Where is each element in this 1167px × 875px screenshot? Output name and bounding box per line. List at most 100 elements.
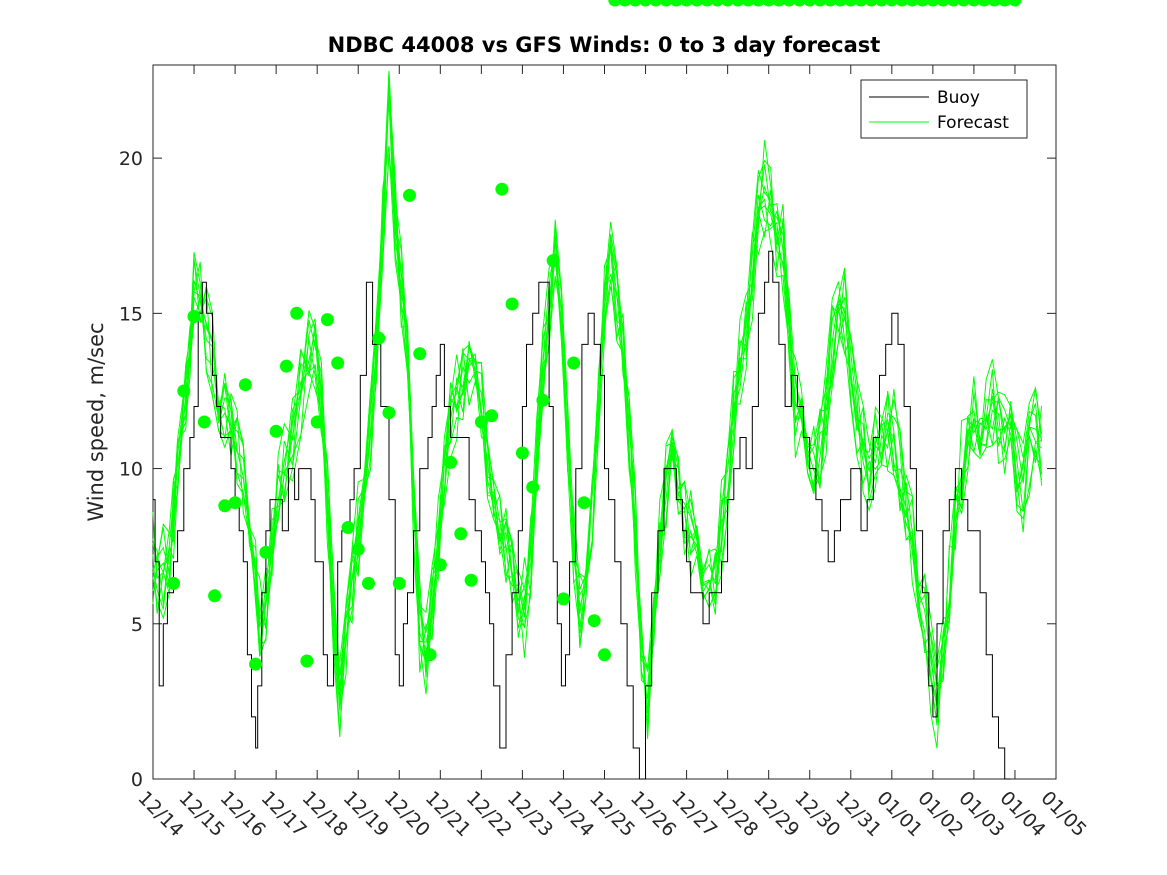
x-tick-label: 12/26 (626, 787, 680, 841)
x-tick-label: 01/01 (872, 787, 926, 841)
forecast-point (177, 384, 191, 398)
forecast-point (741, 0, 755, 7)
forecast-point (505, 297, 519, 311)
forecast-point (341, 521, 355, 534)
x-tick-label: 12/29 (749, 787, 803, 841)
forecast-point (731, 0, 745, 7)
forecast-point (987, 0, 1001, 7)
forecast-point (495, 182, 509, 196)
forecast-point (392, 576, 406, 590)
forecast-point (464, 573, 478, 587)
forecast-point (669, 0, 683, 7)
forecast-point (680, 0, 694, 7)
forecast-point (659, 0, 673, 7)
forecast-point (885, 0, 899, 7)
forecast-point (598, 648, 611, 662)
forecast-point (721, 0, 735, 7)
forecast-point (926, 0, 940, 7)
legend-box (860, 79, 1028, 139)
x-tick-label: 12/25 (585, 787, 639, 841)
forecast-point (823, 0, 837, 7)
y-tick-label: 5 (131, 614, 143, 636)
x-tick-label: 12/19 (339, 787, 393, 841)
forecast-point (793, 0, 806, 7)
forecast-point (854, 0, 868, 7)
forecast-point (803, 0, 817, 7)
forecast-point (957, 0, 971, 7)
forecast-point (228, 496, 242, 510)
forecast-point (546, 254, 560, 268)
forecast-point (474, 415, 488, 429)
forecast-point (269, 424, 283, 438)
forecast-point (751, 0, 765, 7)
forecast-point (782, 0, 796, 7)
x-tick-label: 12/17 (257, 787, 311, 841)
x-tick-label: 12/30 (790, 787, 844, 841)
forecast-point (772, 0, 786, 7)
forecast-point (628, 0, 642, 7)
forecast-point (536, 393, 550, 407)
x-tick-label: 12/27 (667, 787, 721, 841)
forecast-point (351, 542, 365, 556)
forecast-point (967, 0, 981, 7)
buoy-series (153, 250, 1011, 780)
forecast-point (372, 331, 386, 345)
forecast-point (187, 310, 201, 323)
forecast-point (300, 654, 314, 668)
forecast-point (1008, 0, 1022, 7)
forecast-point (167, 576, 180, 590)
forecast-point (998, 0, 1012, 7)
forecast-point (320, 313, 334, 327)
y-tick-label: 20 (119, 148, 143, 170)
forecast-point (310, 415, 324, 429)
forecast-point (844, 0, 858, 7)
forecast-point (403, 188, 416, 202)
forecast-point (834, 0, 847, 7)
chart-title: NDBC 44008 vs GFS Winds: 0 to 3 day fore… (328, 33, 881, 57)
forecast-point (197, 415, 211, 429)
legend: Buoy Forecast (860, 79, 1028, 139)
forecast-point (618, 0, 632, 7)
y-tick-label: 10 (119, 459, 143, 481)
forecast-point (639, 0, 652, 7)
x-tick-label: 12/15 (175, 787, 229, 841)
x-tick-label: 01/05 (1036, 787, 1090, 841)
forecast-point (895, 0, 909, 7)
forecast-point (905, 0, 919, 7)
forecast-point (433, 558, 447, 572)
x-tick-label: 12/31 (831, 787, 885, 841)
forecast-point (567, 356, 581, 370)
forecast-point (700, 0, 714, 7)
y-axis-label: Wind speed, m/sec (84, 322, 108, 521)
x-tick-label: 12/21 (421, 787, 475, 841)
forecast-line (152, 96, 1043, 739)
forecast-analysis-points (167, 0, 1022, 671)
forecast-point (485, 409, 499, 423)
y-tick-label: 0 (131, 769, 143, 791)
legend-buoy-label: Buoy (937, 88, 980, 108)
forecast-point (362, 576, 375, 590)
forecast-point (587, 614, 601, 628)
forecast-line (152, 153, 1043, 707)
x-tick-label: 12/20 (380, 787, 434, 841)
forecast-point (218, 499, 232, 513)
forecast-point (608, 0, 622, 7)
forecast-point (977, 0, 991, 7)
y-tick-label: 15 (119, 303, 143, 325)
forecast-point (557, 592, 570, 606)
x-tick-label: 12/18 (298, 787, 352, 841)
forecast-point (249, 657, 263, 671)
x-tick-label: 12/22 (462, 787, 516, 841)
forecast-point (649, 0, 663, 7)
x-tick-label: 12/28 (708, 787, 762, 841)
forecast-point (382, 406, 396, 420)
x-tick-label: 01/03 (954, 787, 1008, 841)
x-tick-label: 01/04 (995, 787, 1049, 841)
forecast-point (577, 496, 591, 510)
forecast-point (413, 347, 427, 361)
forecast-point (279, 359, 293, 373)
forecast-point (515, 446, 529, 460)
y-axis: 0 5 10 15 20 (119, 148, 1056, 791)
forecast-point (454, 527, 468, 541)
